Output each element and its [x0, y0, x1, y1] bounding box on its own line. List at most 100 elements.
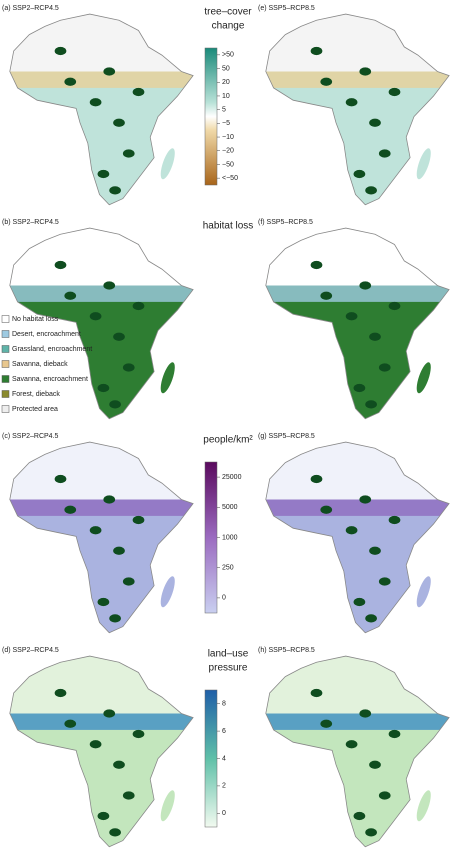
protected-area — [89, 526, 102, 535]
protected-area — [310, 46, 323, 56]
legend-title: habitat loss — [203, 221, 254, 232]
africa-map — [265, 227, 450, 420]
protected-area — [365, 828, 377, 837]
coast — [265, 13, 450, 206]
protected-area — [353, 383, 366, 393]
protected-area — [64, 77, 77, 86]
legend-swatch — [1, 330, 10, 338]
coast — [9, 441, 194, 634]
legend-label: Protected area — [12, 406, 58, 413]
protected-area — [388, 515, 401, 525]
protected-area — [378, 149, 391, 158]
protected-area — [320, 291, 333, 300]
colorbar-label: −10 — [222, 134, 234, 141]
colorbar-label: >50 — [222, 52, 234, 59]
sahara — [9, 656, 194, 714]
protected-area — [54, 260, 67, 270]
sahara — [9, 228, 194, 286]
legend-label: Forest, dieback — [12, 391, 60, 398]
legend-swatch — [1, 360, 10, 368]
protected-area — [353, 597, 366, 607]
colorbar-label: 25000 — [222, 474, 242, 481]
africa-map — [9, 441, 194, 634]
protected-area — [97, 811, 110, 821]
africa-map — [265, 655, 450, 848]
legend-title: people/km² — [203, 435, 253, 446]
protected-area — [54, 688, 67, 698]
africa-map — [9, 655, 194, 848]
sahara — [9, 442, 194, 500]
protected-area — [359, 709, 372, 718]
colorbar-label: 1000 — [222, 534, 238, 541]
protected-area — [132, 515, 145, 525]
protected-area — [378, 577, 391, 586]
protected-area — [113, 332, 125, 341]
colorbar-label: 8 — [222, 701, 226, 708]
panel-label: (f) SSP5–RCP8.5 — [258, 219, 313, 226]
protected-area — [64, 505, 77, 514]
protected-area — [103, 281, 116, 290]
africa-map — [9, 13, 194, 206]
panel-label: (a) SSP2–RCP4.5 — [2, 5, 59, 12]
africa-map — [265, 441, 450, 634]
panel-label: (d) SSP2–RCP4.5 — [2, 647, 59, 654]
africa-map — [265, 13, 450, 206]
madagascar — [416, 362, 431, 394]
madagascar — [416, 148, 431, 180]
sahel-band — [265, 71, 450, 88]
protected-area — [97, 383, 110, 393]
panel-label: (c) SSP2–RCP4.5 — [2, 433, 59, 440]
protected-area — [378, 791, 391, 800]
protected-area — [378, 363, 391, 372]
coast — [9, 227, 194, 420]
colorbar-label: 6 — [222, 728, 226, 735]
colorbar-label: 50 — [222, 65, 230, 72]
protected-area — [365, 400, 377, 409]
panel-label: (b) SSP2–RCP4.5 — [2, 219, 59, 226]
sahel-band — [265, 499, 450, 516]
protected-area — [369, 332, 381, 341]
legend-swatch — [1, 390, 10, 398]
sahara — [265, 14, 450, 72]
protected-area — [359, 495, 372, 504]
colorbar-label: 2 — [222, 783, 226, 790]
madagascar — [416, 790, 431, 822]
colorbar-label: 20 — [222, 79, 230, 86]
colorbar-label: 5000 — [222, 504, 238, 511]
legend-label: Desert, encroachment — [12, 331, 81, 338]
protected-area — [320, 77, 333, 86]
madagascar — [160, 148, 175, 180]
protected-area — [388, 729, 401, 739]
protected-area — [365, 614, 377, 623]
protected-area — [103, 67, 116, 76]
protected-area — [103, 495, 116, 504]
legend-label: Grassland, encroachment — [12, 346, 92, 353]
madagascar — [160, 576, 175, 608]
protected-area — [122, 791, 135, 800]
protected-area — [113, 118, 125, 127]
legend-title: tree–cover — [204, 7, 252, 18]
sahara — [265, 656, 450, 714]
protected-area — [64, 291, 77, 300]
colorbar-label: 0 — [222, 595, 226, 602]
protected-area — [359, 67, 372, 76]
protected-area — [122, 149, 135, 158]
legend-swatch — [1, 345, 10, 353]
sahel-band — [9, 71, 194, 88]
protected-area — [89, 740, 102, 749]
panel-label: (g) SSP5–RCP8.5 — [258, 433, 315, 440]
protected-area — [103, 709, 116, 718]
protected-area — [122, 363, 135, 372]
legend-swatch — [1, 405, 10, 413]
legend-label: Savanna, encroachment — [12, 376, 88, 383]
sahara — [265, 228, 450, 286]
protected-area — [89, 312, 102, 321]
sahel-band — [265, 285, 450, 302]
colorbar-label: 0 — [222, 810, 226, 817]
panel-label: (e) SSP5–RCP8.5 — [258, 5, 315, 12]
colorbar — [204, 461, 218, 614]
protected-area — [353, 811, 366, 821]
colorbar-label: −50 — [222, 161, 234, 168]
protected-area — [345, 98, 358, 107]
panel-label: (h) SSP5–RCP8.5 — [258, 647, 315, 654]
